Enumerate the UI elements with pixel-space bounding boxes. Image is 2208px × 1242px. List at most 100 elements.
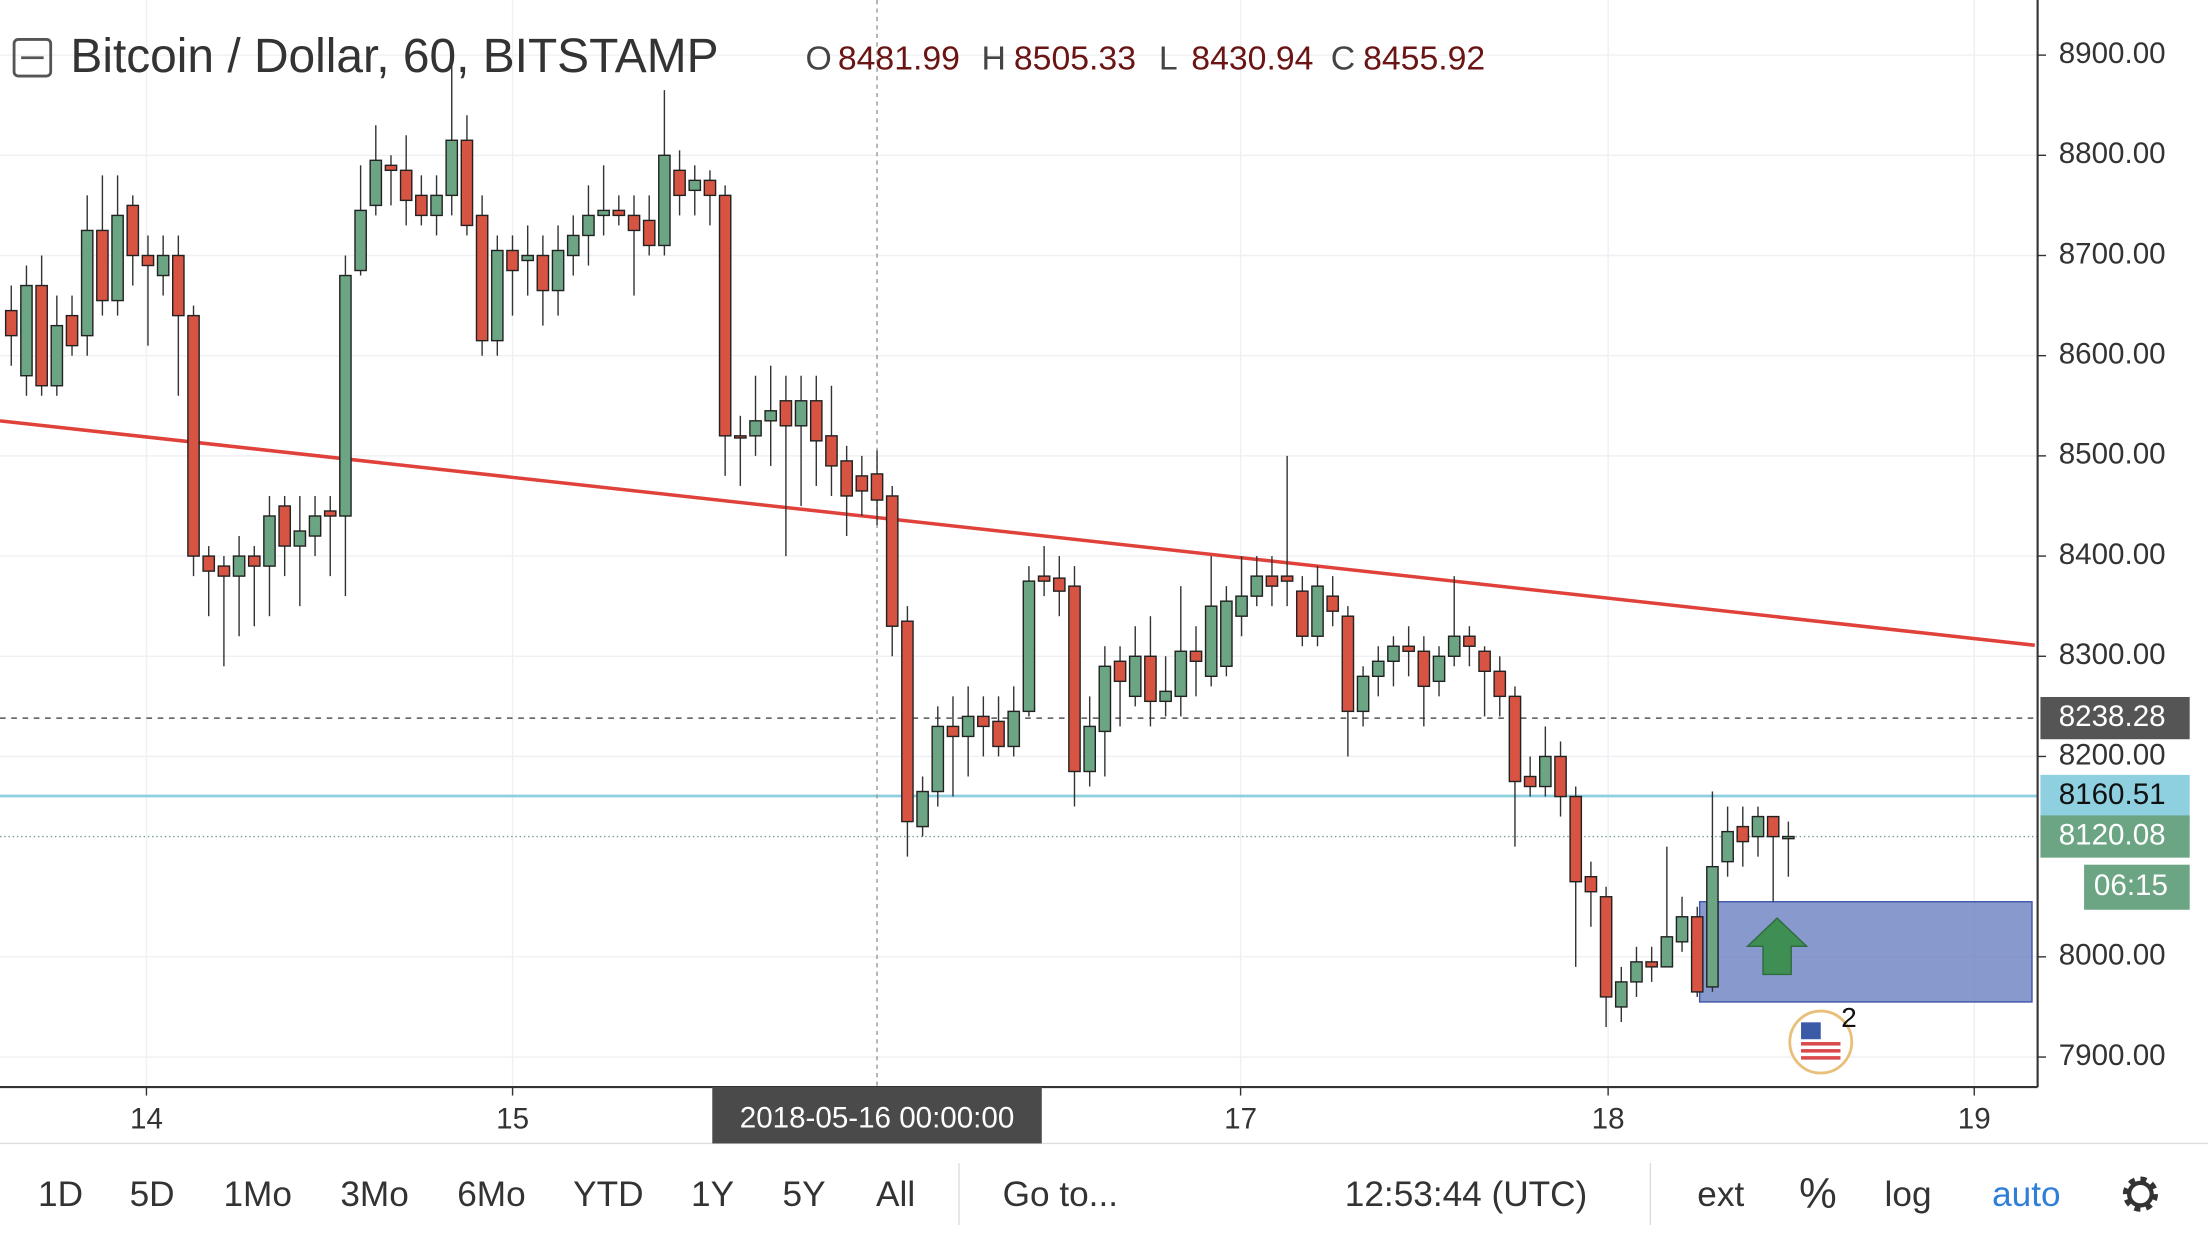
- goto-button[interactable]: Go to...: [1003, 1175, 1118, 1214]
- candle-body-up: [566, 234, 580, 257]
- candle-body-up: [749, 420, 762, 437]
- option-button[interactable]: auto: [1992, 1175, 2061, 1214]
- candle-body-up: [521, 254, 535, 262]
- candle-body-down: [718, 194, 732, 437]
- x-tick-label: 17: [1224, 1103, 1257, 1136]
- candle-body-up: [582, 214, 595, 237]
- range-button[interactable]: 3Mo: [340, 1175, 408, 1214]
- candle-body-down: [1189, 650, 1203, 662]
- candle-body-down: [187, 314, 200, 557]
- range-button[interactable]: 1Y: [691, 1175, 734, 1214]
- candle-body-down: [1280, 575, 1294, 582]
- candle-body-down: [1584, 875, 1598, 893]
- candle-body-up: [1387, 645, 1400, 662]
- candle-body-down: [1554, 755, 1567, 798]
- candle-body-down: [460, 139, 474, 227]
- up-arrow: [1745, 917, 1809, 976]
- candle-body-down: [1523, 775, 1537, 788]
- candle-body-down: [642, 219, 656, 247]
- countdown-tag: [2084, 864, 2190, 910]
- option-button[interactable]: log: [1885, 1175, 1932, 1214]
- ohlc-letter: C: [1331, 39, 1355, 77]
- range-button[interactable]: All: [876, 1175, 915, 1214]
- candle-body-up: [445, 139, 459, 197]
- candle-body-up: [430, 194, 443, 217]
- gear-ring: [2127, 1180, 2154, 1208]
- candle-body-up: [1356, 675, 1370, 713]
- y-tick-label: 8000.00: [2059, 939, 2166, 972]
- candle-body-down: [217, 565, 231, 577]
- collapse-icon[interactable]: [12, 38, 53, 78]
- candle-body-down: [1690, 916, 1704, 993]
- candle-body-down: [399, 169, 413, 202]
- candle-body-down: [506, 249, 519, 272]
- range-button[interactable]: 6Mo: [457, 1175, 525, 1214]
- candle-body-down: [946, 725, 960, 738]
- candle-body-down: [172, 254, 185, 317]
- candle-body-down: [855, 475, 869, 492]
- flag-stripe: [1801, 1042, 1841, 1046]
- candle-body-down: [1417, 650, 1431, 688]
- range-button[interactable]: 5D: [130, 1175, 175, 1214]
- candle-body-up: [156, 254, 170, 277]
- range-button[interactable]: 5Y: [783, 1175, 826, 1214]
- candle-body-down: [536, 254, 550, 292]
- y-tick-label: 8500.00: [2059, 438, 2166, 471]
- candle-body-up: [764, 410, 778, 422]
- range-button[interactable]: 1Mo: [223, 1175, 291, 1214]
- settings-icon[interactable]: [2122, 1176, 2159, 1212]
- y-tick-label: 8900.00: [2059, 37, 2166, 70]
- candle-body-up: [1204, 605, 1218, 678]
- candle-body-up: [1539, 755, 1552, 788]
- candle-body-down: [809, 400, 823, 442]
- range-button[interactable]: YTD: [573, 1175, 643, 1214]
- candle-body-up: [916, 790, 929, 828]
- candle-body-up: [293, 530, 307, 547]
- y-tick-label: 7900.00: [2059, 1039, 2166, 1072]
- option-button[interactable]: %: [1799, 1170, 1837, 1217]
- option-button[interactable]: ext: [1697, 1175, 1744, 1214]
- candle-body-down: [840, 460, 853, 497]
- x-tick-label: 15: [496, 1103, 529, 1136]
- candle-body-up: [1782, 835, 1795, 840]
- candle-body-down: [384, 164, 398, 172]
- candle-body-up: [1022, 580, 1036, 713]
- candle-body-up: [1128, 655, 1142, 698]
- candle-body-down: [4, 309, 18, 337]
- candle-body-up: [308, 515, 322, 537]
- candle-body-up: [1675, 916, 1689, 943]
- candle-body-up: [1751, 815, 1765, 838]
- candle-body-up: [1098, 665, 1112, 733]
- x-tick-label: 19: [1958, 1103, 1991, 1136]
- candle-body-down: [1113, 660, 1127, 683]
- range-button[interactable]: 1D: [38, 1175, 83, 1214]
- candle-body-down: [1341, 615, 1355, 713]
- ohlc-header: O 8481.99 H 8505.33 L 8430.94 C 8455.92: [805, 39, 1485, 77]
- ohlc-letter: O: [805, 39, 831, 77]
- candle-body-down: [1052, 577, 1066, 592]
- candle-body-down: [141, 254, 155, 267]
- candle-body-up: [1220, 600, 1233, 667]
- candle-body-down: [35, 284, 48, 387]
- candle-body-down: [673, 169, 686, 197]
- gear-teeth: [2122, 1176, 2159, 1212]
- flag-stripe: [1801, 1056, 1841, 1060]
- candle-body-down: [779, 400, 793, 427]
- candle-body-down: [870, 473, 884, 501]
- candle-body-up: [1660, 936, 1674, 968]
- flag-stripe: [1801, 1049, 1841, 1053]
- candle-body-down: [1599, 896, 1613, 998]
- candle-body-down: [475, 214, 489, 342]
- candle-body-down: [415, 194, 428, 217]
- candle-body-up: [1083, 725, 1097, 773]
- candle-body-down: [977, 715, 990, 728]
- crosshair-time-tag: [712, 1087, 1042, 1144]
- candle-body-down: [703, 179, 717, 197]
- chart-title: Bitcoin / Dollar, 60, BITSTAMP: [70, 30, 718, 83]
- candle-body-down: [627, 214, 641, 232]
- candle-body-down: [1736, 825, 1750, 843]
- candle-body-up: [688, 179, 702, 192]
- price-tag: [2040, 774, 2190, 818]
- candle-body-down: [247, 555, 261, 567]
